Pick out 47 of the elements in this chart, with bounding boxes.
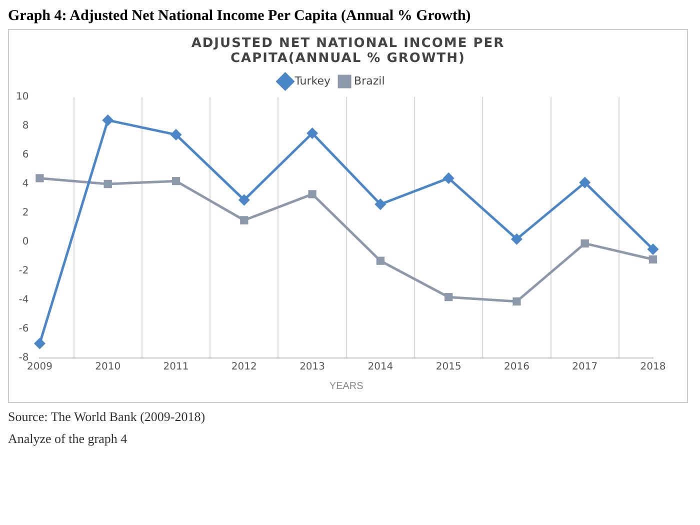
point — [375, 199, 386, 210]
x-tick-label: 2011 — [163, 362, 189, 373]
x-tick-label: 2017 — [572, 362, 598, 373]
y-tick-label: 0 — [22, 236, 29, 248]
y-tick-label: 8 — [22, 120, 29, 132]
x-tick-label: 2018 — [640, 362, 666, 373]
x-tick-label: 2013 — [300, 362, 326, 373]
x-tick-label: 2014 — [368, 362, 394, 373]
y-tick-label: 10 — [16, 92, 29, 103]
point — [238, 194, 250, 206]
x-tick-label: 2009 — [27, 362, 52, 373]
legend-label: Brazil — [354, 74, 385, 88]
y-tick-label: -2 — [18, 266, 29, 277]
point — [34, 338, 45, 349]
chart-subtitle: ADJUSTED NET NATIONAL INCOME PER CAPITA(ANNUAL % GROWTH) — [190, 36, 506, 66]
x-tick-label: 2010 — [95, 362, 121, 373]
source-note: Source: The World Bank (2009-2018) — [8, 409, 206, 425]
point — [376, 256, 385, 265]
point — [102, 114, 114, 126]
point — [240, 216, 248, 224]
point — [512, 297, 521, 306]
point — [648, 244, 658, 254]
point — [307, 128, 318, 138]
x-tick-label: 2012 — [231, 362, 257, 373]
y-tick-label: 2 — [22, 208, 29, 219]
point — [170, 129, 182, 140]
y-tick-label: -8 — [18, 352, 29, 364]
point — [36, 174, 44, 182]
y-tick-label: 6 — [22, 150, 29, 161]
y-tick-label: 4 — [22, 178, 29, 190]
y-tick-label: -4 — [18, 294, 29, 306]
point — [104, 180, 112, 188]
chart-title: Graph 4: Adjusted Net National Income Per Capita (Annual % Growth) — [8, 8, 472, 25]
point — [511, 234, 522, 244]
point — [443, 172, 454, 184]
point — [308, 190, 316, 198]
x-tick-label: 2016 — [504, 362, 530, 373]
legend-label: Turkey — [294, 74, 332, 88]
text: Analyze of the graph 4 — [8, 431, 128, 447]
point — [580, 239, 589, 248]
point — [444, 293, 453, 302]
x-axis-title: YEARS — [329, 380, 364, 392]
point — [648, 255, 658, 264]
point — [172, 177, 180, 186]
point — [580, 177, 590, 188]
y-tick-label: -6 — [18, 324, 29, 335]
x-tick-label: 2015 — [436, 362, 462, 373]
